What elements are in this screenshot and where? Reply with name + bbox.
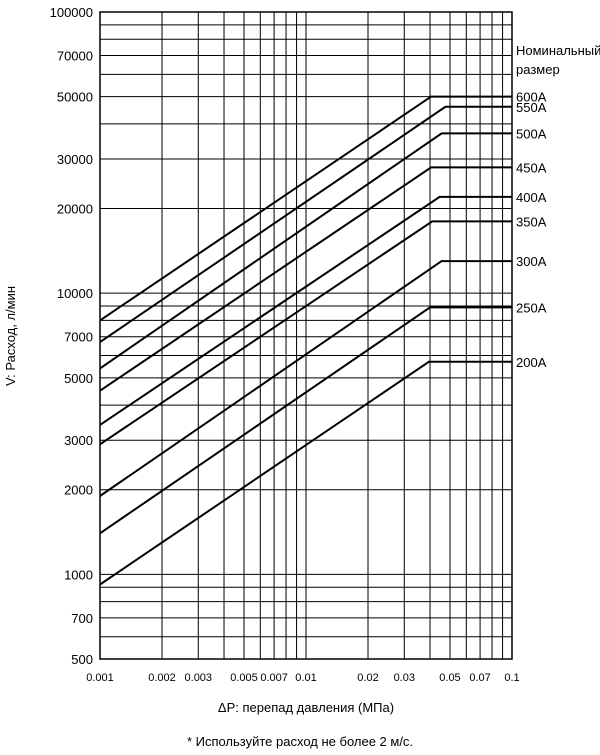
series-label-550A: 550A	[516, 100, 547, 115]
x-tick-label: 0.001	[86, 672, 114, 684]
legend-title-line-1: Номинальный	[516, 43, 600, 58]
y-tick-label: 10000	[57, 286, 93, 301]
x-tick-labels: 0.001 0.002 0.003 0.005 0.007 0.01 0.02 0.03 0.0…	[86, 672, 519, 684]
series-label-300A: 300A	[516, 254, 547, 269]
series-label-350A: 350A	[516, 214, 547, 229]
y-tick-label: 30000	[57, 152, 93, 167]
footnote: * Используйте расход не более 2 м/с.	[187, 734, 413, 749]
series-line-250A	[99, 306, 512, 535]
x-tick-label: 0.002	[148, 672, 176, 684]
y-tick-label: 5000	[64, 371, 93, 386]
y-tick-label: 700	[71, 611, 93, 626]
series-label-200A: 200A	[516, 355, 547, 370]
plot-frame	[99, 11, 513, 660]
x-tick-label: 0.005	[230, 672, 258, 684]
y-tick-label: 100000	[50, 5, 93, 20]
series-line-600A	[99, 95, 512, 322]
x-tick-label: 0.01	[295, 672, 316, 684]
series-line-500A	[99, 132, 512, 370]
series-label-600A: 600A	[516, 90, 547, 105]
x-tick-label: 0.1	[504, 672, 519, 684]
series-label-250A: 250A	[516, 300, 547, 315]
y-tick-label: 50000	[57, 90, 93, 105]
series-line-200A	[99, 360, 512, 586]
y-tick-label: 2000	[64, 483, 93, 498]
series-line-350A	[99, 220, 512, 446]
y-tick-label: 500	[71, 652, 93, 667]
plot-border	[99, 11, 513, 660]
y-tick-label: 20000	[57, 202, 93, 217]
chart-grid	[100, 12, 512, 659]
x-tick-label: 0.02	[357, 672, 378, 684]
x-tick-label: 0.003	[185, 672, 213, 684]
y-tick-label: 1000	[64, 567, 93, 582]
x-tick-label: 0.007	[260, 672, 288, 684]
series-line-300A	[99, 260, 512, 497]
series-label-450A: 450A	[516, 160, 547, 175]
x-axis-title: ΔP: перепад давления (МПа)	[218, 700, 394, 715]
x-tick-label: 0.05	[439, 672, 460, 684]
series-label-500A: 500A	[516, 126, 547, 141]
y-axis-title: V: Расход, л/мин	[3, 286, 18, 386]
series-line-400A	[99, 195, 512, 426]
x-tick-label: 0.03	[394, 672, 415, 684]
series-line-550A	[99, 105, 512, 343]
y-tick-labels: 100000 70000 50000 30000 20000 10000 7000 5000 3…	[50, 5, 93, 667]
y-tick-label: 7000	[64, 330, 93, 345]
series-label-400A: 400A	[516, 190, 547, 205]
series-line-450A	[99, 166, 512, 392]
legend-title-line-2: размер	[516, 62, 560, 77]
y-tick-label: 3000	[64, 433, 93, 448]
x-tick-label: 0.07	[469, 672, 490, 684]
y-tick-label: 70000	[57, 49, 93, 64]
chart-series-lines	[99, 95, 512, 586]
